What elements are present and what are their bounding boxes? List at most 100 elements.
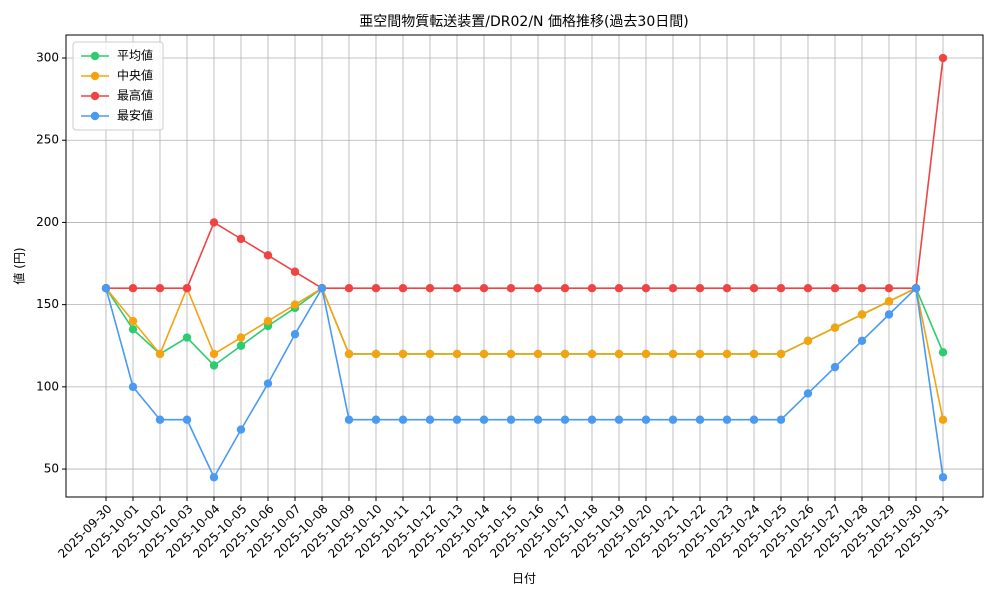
data-point (560, 283, 570, 293)
data-point (803, 389, 813, 398)
data-point (155, 283, 165, 293)
legend-marker (90, 51, 100, 61)
data-point (371, 283, 381, 293)
data-point (587, 415, 597, 424)
data-point (938, 53, 948, 63)
data-point (236, 234, 246, 244)
y-tick-label: 150 (36, 297, 59, 311)
data-point (317, 283, 327, 293)
series-line (105, 286, 944, 420)
data-point (101, 283, 111, 293)
data-point (830, 362, 840, 372)
data-point (290, 267, 300, 276)
data-point (668, 283, 678, 293)
y-tick-label: 250 (36, 133, 59, 147)
y-tick-label: 200 (36, 215, 59, 229)
data-point (830, 323, 840, 332)
data-point (695, 283, 705, 293)
data-point (533, 415, 543, 424)
legend-box (72, 41, 164, 131)
data-point (749, 415, 759, 424)
data-point (263, 251, 273, 260)
data-point (614, 349, 624, 359)
data-point (911, 283, 921, 293)
plot-frame (65, 34, 984, 498)
legend-label: 中央値 (117, 68, 153, 83)
data-point (587, 349, 597, 359)
data-point (425, 349, 435, 359)
data-point (479, 283, 489, 293)
data-point (290, 300, 300, 309)
data-point (776, 283, 786, 293)
data-point (722, 349, 732, 359)
data-point (938, 473, 948, 482)
data-point (938, 415, 948, 424)
data-point (452, 283, 462, 293)
data-point (506, 349, 516, 359)
data-point (695, 349, 705, 359)
data-point (533, 349, 543, 359)
legend-label: 最安値 (117, 108, 153, 123)
data-point (425, 283, 435, 293)
y-tick-label: 100 (36, 379, 59, 393)
data-point (128, 283, 138, 293)
data-point (344, 349, 354, 359)
data-point (452, 415, 462, 424)
data-point (560, 349, 570, 359)
data-point (182, 333, 192, 342)
x-axis-label: 日付 (512, 572, 536, 586)
data-point (668, 415, 678, 424)
data-point (398, 415, 408, 424)
legend-label: 平均値 (117, 48, 153, 63)
data-point (371, 349, 381, 359)
data-point (236, 341, 246, 350)
chart-title: 亜空間物質転送装置/DR02/N 価格推移(過去30日間) (359, 14, 688, 30)
data-point (371, 415, 381, 424)
data-point (857, 283, 867, 293)
data-point (857, 336, 867, 346)
data-point (749, 283, 759, 293)
legend-marker (90, 111, 100, 121)
data-point (128, 382, 138, 392)
data-point (452, 349, 462, 359)
grid (66, 35, 983, 497)
data-point (533, 283, 543, 293)
data-point (155, 415, 165, 424)
data-point (182, 415, 192, 424)
data-point (938, 348, 948, 357)
data-point (722, 283, 732, 293)
data-point (506, 283, 516, 293)
data-point (155, 349, 165, 359)
data-point (425, 415, 435, 424)
data-point (749, 349, 759, 359)
data-point (587, 283, 597, 293)
data-point (182, 283, 192, 293)
legend-marker (90, 91, 100, 101)
y-tick-label: 50 (44, 462, 59, 476)
data-point (236, 425, 246, 434)
data-point (803, 336, 813, 346)
data-point (884, 283, 894, 293)
data-point (263, 316, 273, 326)
data-point (614, 283, 624, 293)
data-point (776, 349, 786, 359)
data-point (803, 283, 813, 293)
y-tick-label: 300 (36, 51, 59, 65)
data-point (209, 361, 219, 370)
data-point (128, 325, 138, 334)
data-point (236, 333, 246, 342)
data-point (830, 283, 840, 293)
y-axis-label: 値 (円) (12, 247, 27, 284)
data-point (722, 415, 732, 424)
data-point (695, 415, 705, 424)
data-point (776, 415, 786, 424)
data-point (479, 415, 489, 424)
data-point (290, 330, 300, 339)
data-point (857, 310, 867, 319)
data-point (560, 415, 570, 424)
data-point (641, 283, 651, 293)
data-point (641, 415, 651, 424)
series-line (106, 57, 944, 289)
data-point (641, 349, 651, 359)
